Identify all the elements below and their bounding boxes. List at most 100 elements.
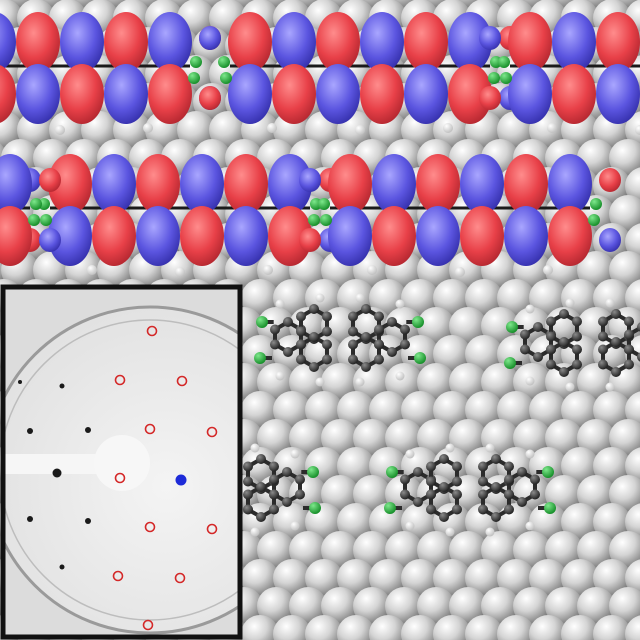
carbon-atom: [559, 367, 569, 377]
hydrogen-atom: [635, 125, 640, 135]
carbon-atom: [571, 331, 582, 342]
carbon-atom: [309, 304, 319, 314]
substrate-atom: [545, 419, 583, 457]
substrate-atom: [385, 587, 423, 625]
carbon-atom: [373, 354, 384, 365]
substrate-atom: [513, 419, 551, 457]
hydrogen-atom: [565, 298, 575, 308]
orbital-lobe-positive: [548, 206, 592, 266]
substrate-atom: [273, 503, 311, 541]
carbon-atom: [400, 489, 411, 500]
carbon-atom: [611, 367, 621, 377]
orbital-lobe-positive: [448, 64, 492, 124]
substrate-atom: [337, 503, 375, 541]
hydrogen-atom: [55, 125, 65, 135]
oxygen-nitrogen-atom: [40, 214, 52, 226]
carbon-atom: [491, 482, 501, 492]
carbon-atom: [439, 512, 449, 522]
carbon-atom: [321, 354, 332, 365]
orbital-lobe-positive: [360, 64, 404, 124]
substrate-atom: [513, 587, 551, 625]
carbon-atom: [546, 359, 557, 370]
hydrogen-atom: [605, 382, 615, 392]
diffraction-spot-marker: [206, 426, 218, 438]
substrate-atom: [417, 587, 455, 625]
orbital-lobe-positive: [199, 86, 221, 110]
orbital-lobe-positive: [416, 154, 460, 214]
carbon-atom: [598, 359, 609, 370]
carbon-atom: [243, 461, 254, 472]
carbon-atom: [270, 324, 281, 335]
hydrogen-atom: [290, 449, 300, 459]
carbon-atom: [478, 461, 489, 472]
substrate-atom: [401, 279, 439, 317]
oxygen-nitrogen-atom: [386, 466, 398, 478]
hydrogen-atom: [547, 123, 557, 133]
diffraction-spot-marker: [174, 572, 186, 584]
carbon-atom: [296, 326, 307, 337]
orbital-lobe-negative: [360, 12, 404, 72]
substrate-atom: [609, 587, 640, 625]
carbon-atom: [348, 354, 359, 365]
carbon-atom: [282, 497, 292, 507]
carbon-atom: [400, 474, 411, 485]
hydrogen-atom: [543, 265, 553, 275]
orbital-lobe-positive: [104, 12, 148, 72]
carbon-atom: [294, 474, 305, 485]
carbon-atom: [520, 344, 531, 355]
orbital-lobe-positive: [328, 154, 372, 214]
substrate-atom: [385, 363, 423, 401]
orbital-lobe-negative: [504, 206, 548, 266]
substrate-atom: [289, 587, 327, 625]
substrate-atom: [369, 615, 407, 640]
carbon-atom: [296, 339, 307, 350]
carbon-atom: [491, 454, 501, 464]
hydrogen-atom: [395, 299, 405, 309]
carbon-atom: [269, 474, 280, 485]
substrate-atom: [481, 531, 519, 569]
hydrogen-atom: [565, 382, 575, 392]
orbital-lobe-negative: [39, 228, 61, 252]
carbon-atom: [517, 467, 527, 477]
oxygen-nitrogen-atom: [542, 466, 554, 478]
substrate-atom: [449, 419, 487, 457]
substrate-atom: [577, 363, 615, 401]
substrate-atom: [305, 391, 343, 429]
substrate-atom: [321, 419, 359, 457]
substrate-atom: [353, 419, 391, 457]
substrate-atom: [561, 503, 599, 541]
hydrogen-atom: [267, 123, 277, 133]
substrate-atom: [593, 391, 631, 429]
diffraction-spot: [27, 428, 33, 434]
carbon-atom: [270, 339, 281, 350]
diffraction-spot-marker: [176, 375, 188, 387]
substrate-atom: [561, 615, 599, 640]
orbital-lobe-positive: [136, 154, 180, 214]
substrate-atom: [561, 447, 599, 485]
carbon-atom: [504, 474, 515, 485]
carbon-atom: [374, 324, 385, 335]
oxygen-nitrogen-atom: [307, 466, 319, 478]
carbon-atom: [387, 347, 397, 357]
substrate-atom: [577, 587, 615, 625]
carbon-atom: [504, 489, 515, 500]
carbon-atom: [296, 311, 307, 322]
carbon-atom: [571, 359, 582, 370]
orbital-lobe-negative: [148, 12, 192, 72]
hydrogen-atom: [455, 267, 465, 277]
substrate-atom: [577, 251, 615, 289]
substrate-atom: [257, 419, 295, 457]
hydrogen-atom: [290, 521, 300, 531]
substrate-atom: [449, 587, 487, 625]
carbon-atom: [624, 344, 635, 355]
diffraction-spot: [59, 564, 65, 570]
oxygen-nitrogen-atom: [220, 72, 232, 84]
substrate-atom: [417, 307, 455, 345]
diffraction-spot-marker: [142, 619, 154, 631]
orbital-lobe-negative: [548, 154, 592, 214]
hydrogen-atom: [250, 527, 260, 537]
carbon-atom: [611, 337, 621, 347]
carbon-atom: [637, 322, 640, 332]
oxygen-nitrogen-atom: [309, 502, 321, 514]
orbital-lobe-positive: [268, 206, 312, 266]
